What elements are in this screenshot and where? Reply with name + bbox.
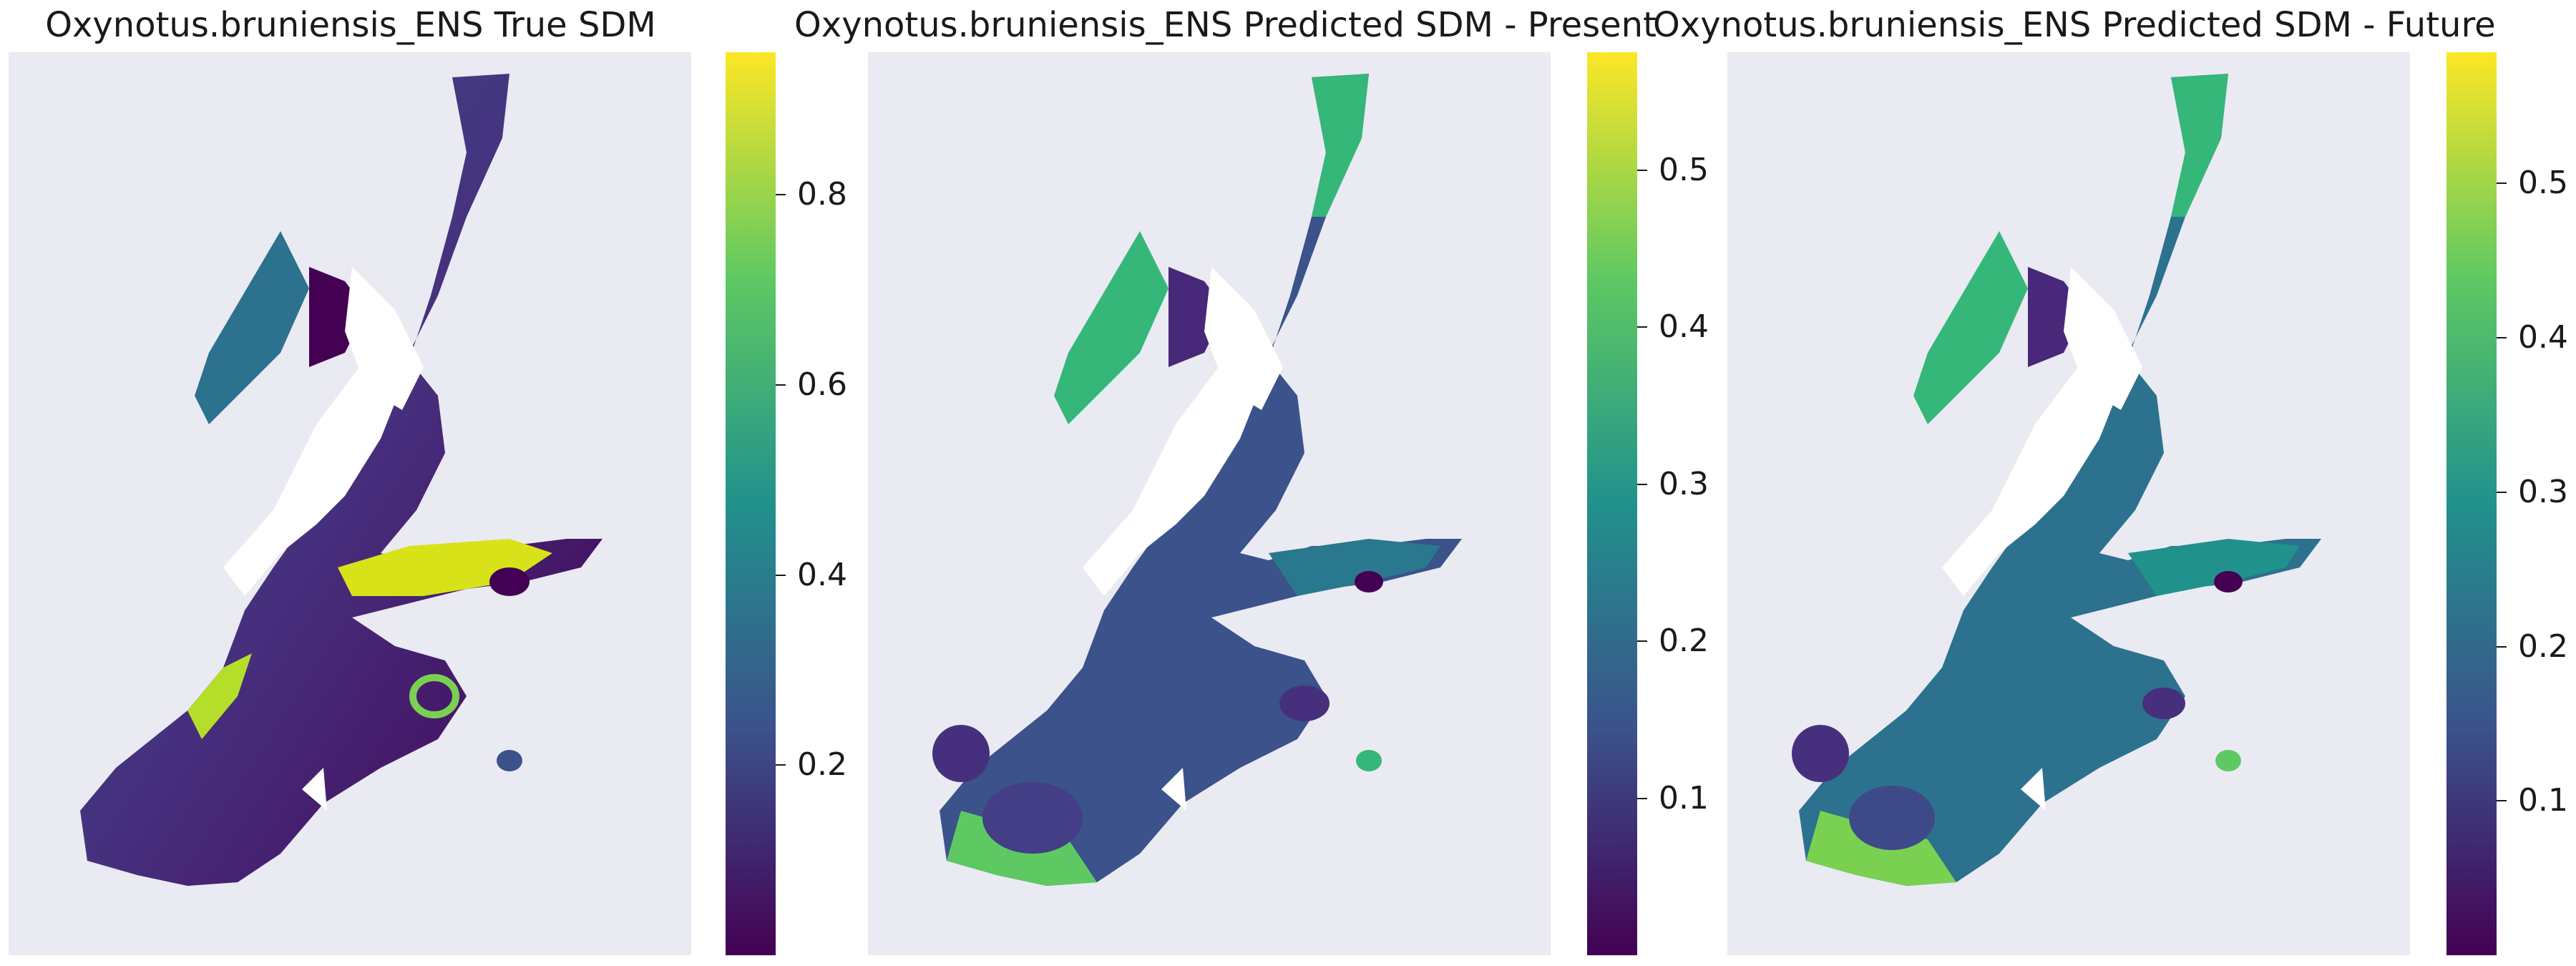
colorbar-tick-mark bbox=[2497, 182, 2507, 185]
panel-1-colorbar-ticks: 0.2 0.4 0.6 0.8 bbox=[776, 52, 883, 955]
colorbar-tick-label: 0.3 bbox=[2518, 473, 2568, 510]
colorbar-tick-label: 0.5 bbox=[1659, 151, 1709, 188]
colorbar-tick-mark bbox=[1637, 640, 1647, 643]
colorbar-tick-label: 0.3 bbox=[1659, 465, 1709, 502]
colorbar-tick-mark bbox=[776, 764, 786, 766]
colorbar-tick-mark bbox=[2497, 337, 2507, 339]
colorbar-tick-mark bbox=[776, 384, 786, 386]
colorbar-tick-label: 0.2 bbox=[2518, 628, 2568, 665]
colorbar-tick-label: 0.2 bbox=[797, 746, 847, 784]
colorbar-tick-label: 0.5 bbox=[2518, 165, 2568, 202]
panel-2-map bbox=[868, 52, 1551, 955]
colorbar-tick-mark bbox=[1637, 326, 1647, 328]
colorbar-tick-mark bbox=[2497, 800, 2507, 802]
colorbar-tick-label: 0.4 bbox=[2518, 319, 2568, 356]
panel-3-colorbar bbox=[2446, 52, 2497, 955]
colorbar-tick-mark bbox=[776, 574, 786, 576]
panel-2-colorbar-ticks: 0.1 0.2 0.3 0.4 0.5 bbox=[1637, 52, 1745, 955]
colorbar-tick-mark bbox=[1637, 483, 1647, 485]
panel-3-title: Oxynotus.bruniensis_ENS Predicted SDM - … bbox=[1653, 5, 2496, 45]
panel-3-map bbox=[1727, 52, 2410, 955]
colorbar-tick-label: 0.1 bbox=[1659, 779, 1709, 816]
colorbar-tick-mark bbox=[776, 194, 786, 196]
colorbar-tick-mark bbox=[2497, 491, 2507, 493]
colorbar-tick-label: 0.6 bbox=[797, 366, 847, 403]
colorbar-tick-label: 0.8 bbox=[797, 176, 847, 213]
panel-2-colorbar bbox=[1587, 52, 1637, 955]
colorbar-tick-mark bbox=[1637, 797, 1647, 799]
colorbar-tick-label: 0.2 bbox=[1659, 623, 1709, 660]
panel-3-colorbar-ticks: 0.1 0.2 0.3 0.4 0.5 bbox=[2497, 52, 2576, 955]
panel-1-distribution bbox=[80, 74, 602, 886]
colorbar-tick-mark bbox=[1637, 169, 1647, 171]
colorbar-tick-mark bbox=[2497, 645, 2507, 648]
panel-3-distribution bbox=[1792, 74, 2321, 886]
colorbar-tick-label: 0.1 bbox=[2518, 782, 2568, 819]
panel-1-map bbox=[9, 52, 691, 955]
colorbar-tick-label: 0.4 bbox=[1659, 308, 1709, 346]
panel-1-title: Oxynotus.bruniensis_ENS True SDM bbox=[45, 5, 656, 45]
colorbar-tick-label: 0.4 bbox=[797, 556, 847, 593]
panel-1-colorbar bbox=[726, 52, 776, 955]
panel-2-distribution bbox=[932, 74, 1462, 886]
panel-2-title: Oxynotus.bruniensis_ENS Predicted SDM - … bbox=[794, 5, 1657, 45]
